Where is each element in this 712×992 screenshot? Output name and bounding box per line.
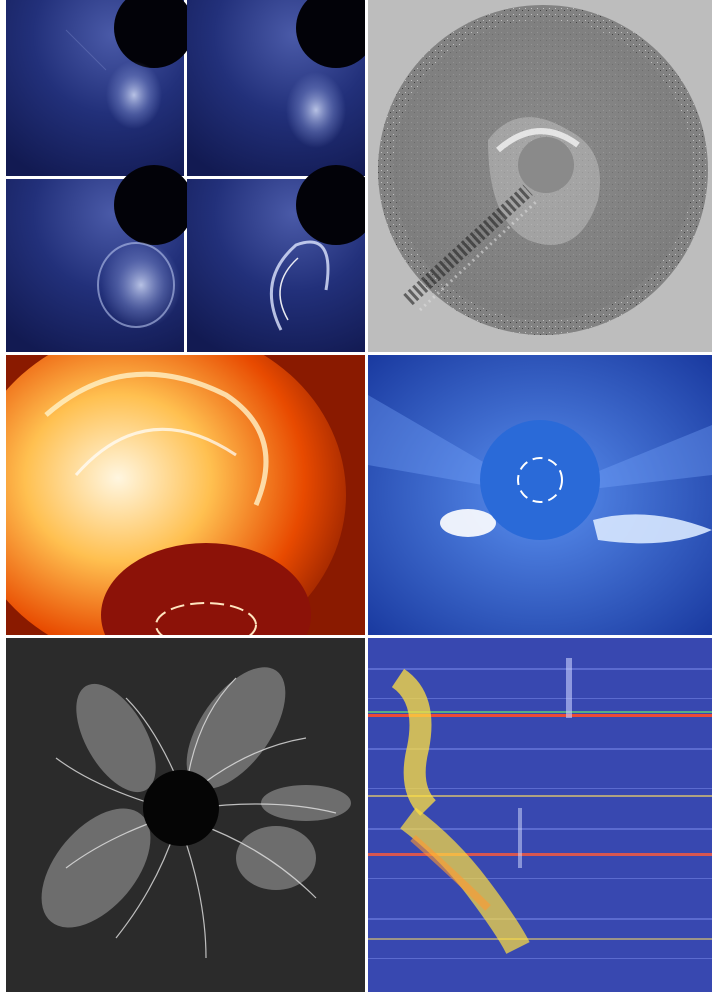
prominence-eruption-icon — [6, 355, 365, 635]
radio-spectrum-panel — [368, 638, 712, 992]
lasco-coronagraph-panel — [368, 355, 712, 635]
sequence-frame-1 — [6, 0, 194, 176]
prominence-eruption-panel — [6, 355, 365, 635]
sequence-frame-3 — [6, 165, 194, 352]
solar-eclipse-icon — [6, 638, 365, 992]
sequence-frame-4 — [187, 165, 365, 352]
sequence-frame-2 — [187, 0, 365, 176]
coronagraph-sequence-panel — [6, 0, 365, 352]
radio-spectrum-icon — [368, 638, 712, 992]
solar-eclipse-panel — [6, 638, 365, 992]
coronagraph-icon — [368, 355, 712, 635]
coronagraph-sequence-icon — [6, 0, 365, 352]
difference-image-icon — [368, 0, 712, 352]
difference-image-panel — [368, 0, 712, 352]
